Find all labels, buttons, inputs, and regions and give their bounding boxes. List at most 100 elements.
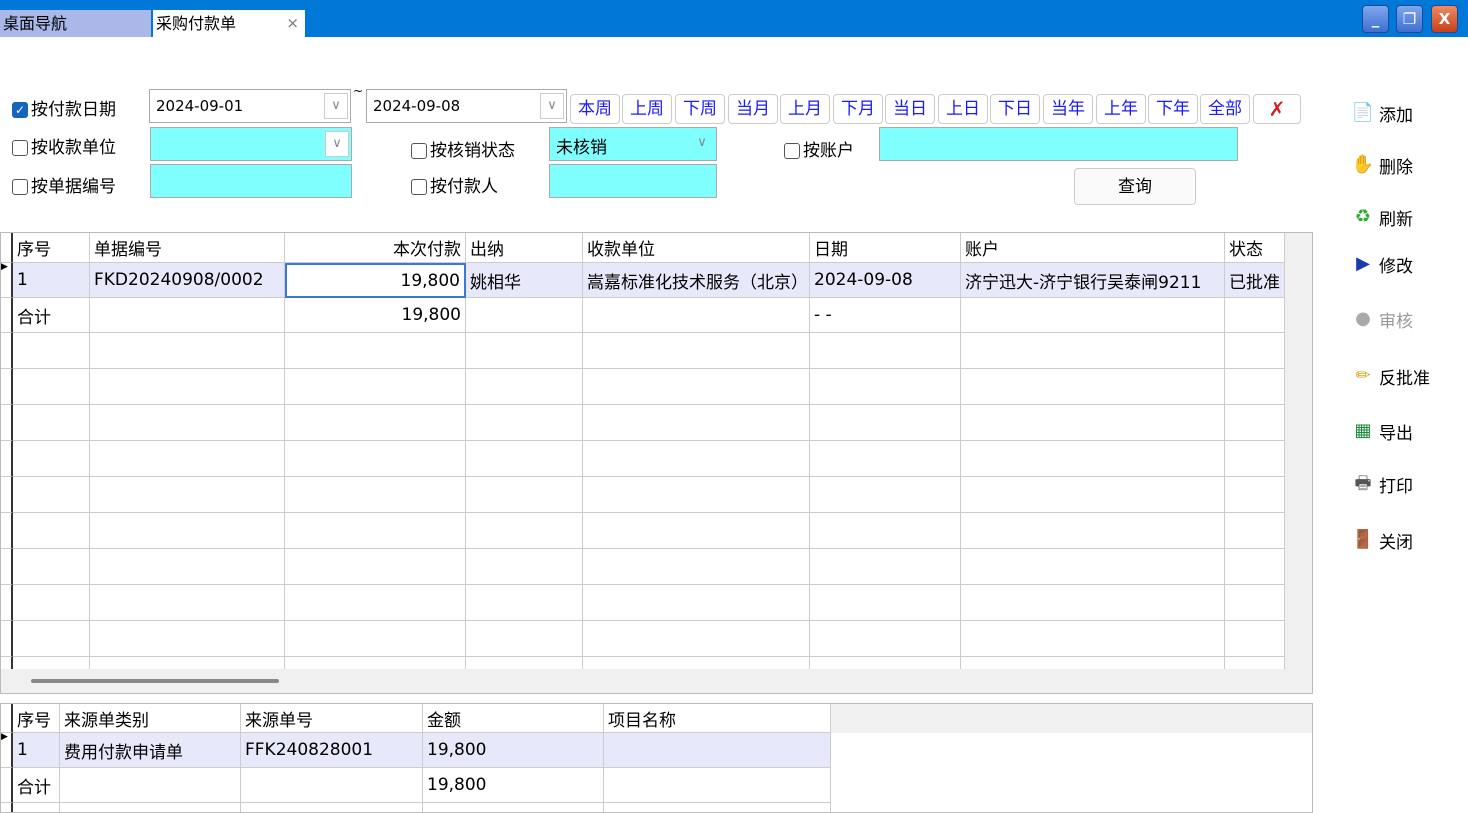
- tab-purchase-payment[interactable]: 采购付款单 ×: [153, 10, 305, 37]
- empty-row-cell: [466, 441, 583, 477]
- account-checkbox[interactable]: 按账户: [784, 136, 854, 161]
- close-window-button[interactable]: X: [1431, 5, 1458, 33]
- quick-range-button[interactable]: 当月: [728, 94, 778, 124]
- date-to-picker[interactable]: 2024-09-08 ∨: [366, 89, 567, 123]
- quick-range-button[interactable]: 全部: [1200, 94, 1250, 124]
- quick-range-button[interactable]: 上日: [938, 94, 988, 124]
- empty-row-cell: [1225, 441, 1285, 477]
- scrollbar-thumb[interactable]: [31, 679, 279, 683]
- close-icon[interactable]: ×: [286, 14, 299, 32]
- sidebar-button-1[interactable]: ✋ 删除: [1350, 150, 1413, 180]
- empty-row-cell: [961, 441, 1225, 477]
- payer-checkbox[interactable]: 按付款人: [411, 172, 498, 197]
- column-header-cell[interactable]: 出纳: [466, 233, 583, 263]
- sidebar-button-6[interactable]: ▦ 导出: [1350, 416, 1413, 446]
- payee-checkbox[interactable]: 按收款单位: [12, 133, 116, 158]
- column-header-cell[interactable]: 状态: [1225, 233, 1285, 263]
- sidebar-button-8[interactable]: 🚪 关闭: [1350, 525, 1413, 555]
- column-header-cell[interactable]: 日期: [810, 233, 961, 263]
- quick-range-button[interactable]: 上年: [1096, 94, 1146, 124]
- chevron-down-icon[interactable]: ∨: [540, 93, 564, 119]
- row-indicator[interactable]: [1, 441, 13, 477]
- empty-row-cell: [285, 369, 466, 405]
- column-header-cell[interactable]: 序号: [13, 233, 90, 263]
- clear-tools-button[interactable]: ✗: [1253, 94, 1301, 124]
- row-indicator[interactable]: [1, 513, 13, 549]
- row-indicator[interactable]: [1, 549, 13, 585]
- column-header-cell[interactable]: 收款单位: [583, 233, 810, 263]
- quick-range-button[interactable]: 上月: [780, 94, 830, 124]
- total-row-cell: [604, 768, 831, 803]
- quick-range-button[interactable]: 下月: [833, 94, 883, 124]
- row-indicator[interactable]: ▶: [1, 733, 13, 768]
- column-header-cell[interactable]: 来源单号: [241, 704, 423, 733]
- sidebar-button-0[interactable]: 📄 添加: [1350, 98, 1413, 128]
- row-indicator[interactable]: [1, 477, 13, 513]
- sidebar-button-7[interactable]: 🖶 打印: [1350, 469, 1414, 499]
- empty-row-cell: [285, 513, 466, 549]
- empty-row-cell: [1225, 549, 1285, 585]
- doc-no-checkbox[interactable]: 按单据编号: [12, 172, 116, 197]
- chevron-down-icon[interactable]: ∨: [324, 93, 348, 119]
- pay-date-checkbox[interactable]: ✓ 按付款日期: [12, 95, 116, 120]
- column-header-cell[interactable]: 单据编号: [90, 233, 285, 263]
- label: 按单据编号: [31, 177, 116, 197]
- row-indicator[interactable]: [1, 233, 13, 263]
- tab-desktop-nav[interactable]: 桌面导航: [0, 10, 151, 37]
- label: 按付款日期: [31, 100, 116, 120]
- row-indicator[interactable]: ▶: [1, 263, 13, 298]
- total-row-cell: [961, 298, 1225, 333]
- total-row-cell: [583, 298, 810, 333]
- search-button[interactable]: 查询: [1074, 168, 1196, 205]
- sidebar-label: 打印: [1379, 476, 1413, 497]
- row-indicator[interactable]: [1, 803, 13, 812]
- sidebar-label: 修改: [1379, 256, 1413, 277]
- empty-row-cell: [285, 477, 466, 513]
- row-indicator[interactable]: [1, 369, 13, 405]
- sidebar-button-3[interactable]: ▶ 修改: [1350, 249, 1413, 279]
- date-from-picker[interactable]: 2024-09-01 ∨: [149, 89, 351, 123]
- horizontal-scrollbar[interactable]: [1, 669, 1285, 693]
- chevron-down-icon[interactable]: ∨: [690, 131, 714, 157]
- quick-range-button[interactable]: 当日: [885, 94, 935, 124]
- writeoff-select[interactable]: 未核销 ∨: [549, 127, 717, 161]
- sidebar-button-4[interactable]: ● 审核: [1350, 304, 1413, 334]
- sidebar-button-2[interactable]: ♻ 刷新: [1350, 202, 1413, 232]
- empty-row-cell: [90, 513, 285, 549]
- column-header-cell[interactable]: 账户: [961, 233, 1225, 263]
- account-input[interactable]: [879, 127, 1238, 161]
- row-indicator[interactable]: [1, 405, 13, 441]
- empty-row-cell: [961, 585, 1225, 621]
- quick-range-button[interactable]: 下周: [675, 94, 725, 124]
- checkbox-icon: [12, 179, 28, 195]
- tab-label: 桌面导航: [3, 14, 68, 33]
- payee-select[interactable]: ∨: [150, 127, 352, 161]
- restore-button[interactable]: ❐: [1396, 5, 1423, 33]
- chevron-down-icon[interactable]: ∨: [325, 131, 349, 157]
- column-header-cell[interactable]: 序号: [13, 704, 60, 733]
- column-header-cell[interactable]: 项目名称: [604, 704, 831, 733]
- header-empty-area: [831, 704, 1312, 733]
- row-indicator[interactable]: [1, 585, 13, 621]
- writeoff-checkbox[interactable]: 按核销状态: [411, 136, 515, 161]
- column-header-cell[interactable]: 本次付款: [285, 233, 466, 263]
- payer-input[interactable]: [549, 164, 717, 198]
- row-cell: 19,800: [285, 263, 466, 298]
- quick-range-button[interactable]: 上周: [622, 94, 672, 124]
- quick-range-button[interactable]: 下年: [1148, 94, 1198, 124]
- sidebar-label: 导出: [1379, 423, 1413, 444]
- quick-range-button[interactable]: 当年: [1043, 94, 1093, 124]
- quick-range-button[interactable]: 下日: [990, 94, 1040, 124]
- column-header-cell[interactable]: 金额: [423, 704, 604, 733]
- sidebar-button-5[interactable]: ✏ 反批准: [1350, 361, 1430, 391]
- minimize-button[interactable]: _: [1362, 5, 1389, 33]
- quick-range-button[interactable]: 本周: [570, 94, 620, 124]
- row-indicator[interactable]: [1, 333, 13, 369]
- doc-no-input[interactable]: [150, 164, 352, 198]
- row-cell: 19,800: [423, 733, 604, 768]
- row-indicator[interactable]: [1, 621, 13, 657]
- row-indicator[interactable]: [1, 704, 13, 733]
- row-indicator[interactable]: [1, 298, 13, 333]
- row-indicator[interactable]: [1, 768, 13, 803]
- column-header-cell[interactable]: 来源单类别: [60, 704, 241, 733]
